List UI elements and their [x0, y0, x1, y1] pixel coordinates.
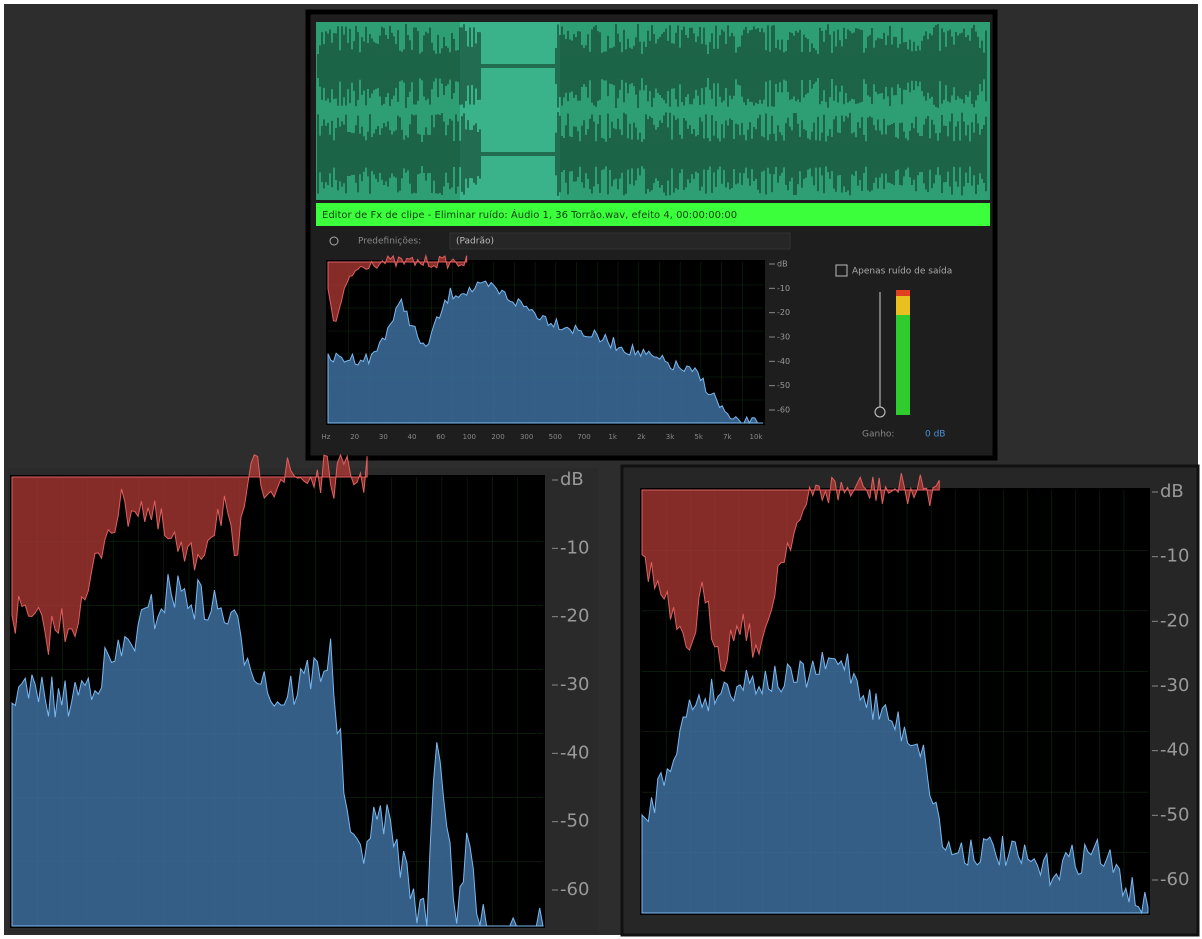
output-noise-checkbox[interactable] [835, 264, 848, 277]
freq-tick-label: 2k [637, 433, 646, 441]
waveform-selection [460, 22, 560, 200]
spectrum-top-plot: dB -10 -20 -30 -40 -50 -60 Hz 20 30 40 60 100 200 300 5… [322, 253, 790, 441]
gain-value: 0 dB [925, 430, 945, 440]
signal-spectrum [641, 652, 1149, 915]
freq-tick-label: 300 [520, 433, 533, 441]
db-tick-label: -60 [777, 406, 790, 415]
db-tick-label: -50 [560, 811, 589, 832]
freq-tick-label: 700 [577, 433, 590, 441]
freq-tick-label: 20 [350, 433, 359, 441]
level-meter [896, 290, 910, 415]
signal-spectrum [327, 280, 763, 425]
freq-tick-label: 30 [379, 433, 388, 441]
db-tick-label: -60 [1160, 869, 1189, 890]
db-tick-label: dB [560, 469, 584, 490]
freq-tick-label: 10k [750, 433, 764, 441]
noise-profile [641, 473, 940, 673]
freq-tick-label: 500 [549, 433, 562, 441]
waveform-trace [317, 24, 987, 196]
title-bar [316, 203, 990, 226]
db-tick-label: -60 [560, 879, 589, 900]
spectrum-right-plot: dB -10 -20 -30 -40 -50 -60 [641, 473, 1189, 915]
gain-knob[interactable] [874, 406, 886, 418]
freq-tick-label: Hz [322, 433, 331, 441]
presets-label: Predefinições: [358, 237, 421, 247]
db-tick-label: -10 [777, 284, 790, 293]
spectrum-left-plot: dB -10 -20 -30 -40 -50 -60 [11, 453, 589, 927]
freq-tick-label: 1k [608, 433, 617, 441]
title-bar-text: Editor de Fx de clipe - Eliminar ruído: … [322, 208, 737, 221]
db-tick-label: dB [777, 260, 788, 269]
waveform-bg [316, 22, 990, 200]
waveform [316, 22, 990, 200]
gain-label: Ganho: [862, 430, 894, 440]
db-tick-label: -50 [777, 381, 790, 390]
db-tick-label: -40 [560, 742, 589, 763]
freq-tick-label: 7k [723, 433, 732, 441]
db-tick-label: -30 [1160, 675, 1189, 696]
db-tick-label: -20 [1160, 610, 1189, 631]
db-tick-label: -40 [777, 357, 790, 366]
freq-tick-label: 200 [491, 433, 504, 441]
presets-dropdown[interactable] [449, 232, 791, 250]
presets-value: (Padrão) [456, 237, 494, 247]
db-tick-label: -20 [777, 308, 790, 317]
signal-spectrum [11, 574, 544, 927]
db-tick-label: -10 [1160, 546, 1189, 567]
output-noise-label: Apenas ruído de saída [852, 267, 952, 277]
db-tick-label: dB [1160, 481, 1184, 502]
freq-tick-label: 100 [463, 433, 476, 441]
level-meter-peak [896, 290, 910, 315]
noise-profile [327, 253, 468, 322]
db-tick-label: -30 [560, 674, 589, 695]
freq-tick-label: 60 [436, 433, 445, 441]
level-meter-clip [896, 290, 910, 296]
db-tick-label: -40 [1160, 740, 1189, 761]
db-tick-label: -30 [777, 333, 790, 342]
freq-tick-label: 40 [408, 433, 417, 441]
freq-tick-label: 3k [666, 433, 675, 441]
power-button[interactable] [329, 236, 339, 246]
freq-tick-label: 5k [694, 433, 703, 441]
noise-profile [11, 453, 368, 655]
db-tick-label: -50 [1160, 804, 1189, 825]
db-tick-label: -10 [560, 537, 589, 558]
db-tick-label: -20 [560, 606, 589, 627]
